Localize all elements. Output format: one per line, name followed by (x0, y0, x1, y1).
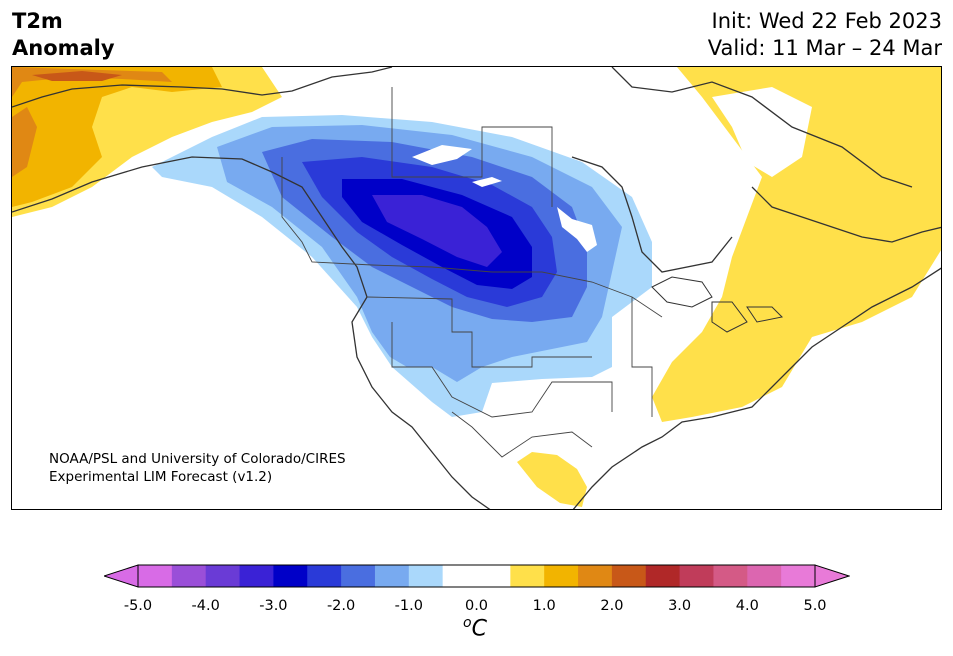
colorbar-unit: oC (463, 615, 487, 641)
cold-level-6 (372, 195, 502, 267)
colorbar-tick-label: 5.0 (803, 598, 827, 614)
warm-mexico (517, 452, 587, 507)
warm-alaska-3 (12, 67, 172, 177)
credit-line-1: NOAA/PSL and University of Colorado/CIRE… (49, 451, 346, 467)
colorbar-tick-label: -3.0 (259, 598, 288, 614)
colorbar-tick-labels: -5.0 -4.0 -3.0 -2.0 -1.0 0.0 1.0 2.0 3.0 4.0 5.0 (0, 598, 953, 618)
colorbar-cell (205, 565, 241, 587)
colorbar-under-arrow (104, 564, 139, 588)
colorbar (104, 564, 850, 588)
warm-alaska-4 (32, 71, 122, 81)
colorbar-cell (138, 565, 173, 587)
anomaly-map (11, 66, 942, 510)
colorbar-cell (171, 565, 207, 587)
colorbar-tick-label: -5.0 (123, 598, 153, 614)
colorbar-cell (510, 565, 545, 587)
map-canvas (12, 67, 941, 509)
map-title: T2m Anomaly (12, 8, 115, 62)
colorbar-cell (645, 565, 681, 587)
unit-prefix: o (463, 615, 472, 631)
colorbar-tick-label: -1.0 (394, 598, 423, 614)
colorbar-tick-label: 2.0 (600, 598, 624, 614)
colorbar-cells (138, 565, 816, 587)
credit-line-2: Experimental LIM Forecast (v1.2) (49, 469, 273, 485)
lake-great-slave (412, 145, 472, 165)
colorbar-tick-label: 3.0 (668, 598, 692, 614)
hudson-bay-ice (557, 207, 597, 252)
colorbar-tick-label: 4.0 (735, 598, 759, 614)
colorbar-cell (781, 565, 816, 587)
colorbar-cell (374, 565, 410, 587)
colorbar-cell (747, 565, 782, 587)
colorbar-tick-label: -4.0 (191, 598, 220, 614)
colorbar-cell (679, 565, 714, 587)
colorbar-cell (713, 565, 748, 587)
unit-base: C (471, 616, 487, 642)
political-borders (281, 87, 663, 458)
colorbar-tick-label: -2.0 (326, 598, 356, 614)
colorbar-outline (137, 564, 816, 588)
colorbar-over-arrow (814, 564, 850, 588)
colorbar-cell (544, 565, 579, 587)
warm-greenland-gap (712, 87, 812, 177)
coastlines (12, 67, 941, 509)
colorbar-cell (273, 565, 308, 587)
colorbar-cell (578, 565, 613, 587)
title-line-1: T2m (12, 9, 63, 33)
warm-alaska-2 (12, 67, 222, 207)
colorbar-cell (442, 565, 477, 587)
colorbar-tick-label: 0.0 (464, 598, 489, 614)
credit-text: NOAA/PSL and University of Colorado/CIRE… (49, 450, 346, 486)
colorbar-cell (307, 565, 342, 587)
title-line-2: Anomaly (12, 36, 115, 60)
colorbar-cell (611, 565, 647, 587)
colorbar-tick-label: 1.0 (532, 598, 556, 614)
colorbar-cell (341, 565, 376, 587)
great-lakes (651, 276, 784, 333)
colorbar-cell (408, 565, 444, 587)
init-date: Init: Wed 22 Feb 2023 (711, 9, 942, 33)
forecast-dates: Init: Wed 22 Feb 2023 Valid: 11 Mar – 24… (708, 8, 942, 62)
lake-athabasca (472, 177, 502, 187)
warm-east (652, 67, 941, 422)
colorbar-cell (239, 565, 274, 587)
valid-range: Valid: 11 Mar – 24 Mar (707, 36, 942, 60)
colorbar-cell (476, 565, 511, 587)
